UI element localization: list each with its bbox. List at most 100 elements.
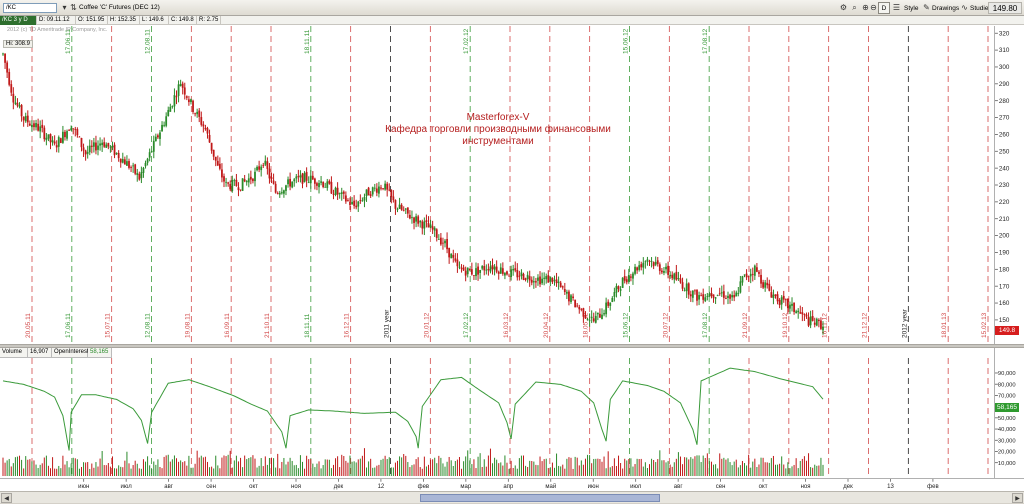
candle-body — [132, 165, 135, 167]
aggregation-button[interactable]: D — [878, 2, 890, 14]
candle-body — [57, 137, 60, 147]
candle-body — [791, 303, 793, 306]
candle-body — [762, 282, 765, 288]
volume-axis-label: 20,000 — [998, 450, 1016, 456]
candle-body — [61, 131, 64, 143]
candle-body — [462, 267, 465, 271]
date-separator-label: 17.06.11 — [65, 313, 72, 338]
price-axis[interactable]: 150 160 170 180 190 200 210 220 230 240 250 260 270 2… — [994, 26, 1024, 344]
date-separator-label: 20.01.12 — [423, 312, 430, 338]
candle-body — [167, 110, 170, 116]
date-separator-label: 21.10.11 — [264, 313, 271, 338]
candle-body — [822, 326, 824, 331]
candle-body — [239, 189, 242, 191]
symbol-input[interactable]: /KC — [3, 3, 57, 13]
candle-body — [249, 176, 252, 180]
candle-body — [154, 136, 157, 142]
candle-body — [49, 134, 52, 143]
candle-body — [146, 158, 149, 163]
candle-body — [384, 183, 387, 190]
candle-body — [43, 127, 46, 140]
search-icon[interactable]: ⌕ — [852, 3, 857, 12]
candle-body — [111, 145, 114, 148]
studies-button[interactable]: Studies — [970, 5, 992, 12]
candle-body — [586, 318, 589, 320]
candle-body — [247, 178, 250, 183]
scroll-left-button[interactable]: ◀ — [1, 493, 12, 503]
candle-body — [660, 270, 663, 273]
candle-body — [334, 187, 337, 195]
style-button[interactable]: Style — [904, 5, 919, 12]
date-separator-label: 16.12.11 — [344, 313, 351, 338]
price-chart[interactable]: 20.05.11 17.06.11 15.07.11 12.08.11 19.08.11… — [0, 26, 994, 344]
candle-body — [702, 294, 705, 300]
candle-body — [206, 128, 209, 134]
link-icon[interactable]: ⇅ — [70, 3, 77, 12]
candle-body — [654, 261, 657, 265]
date-separator-label: 15.02.13 — [981, 312, 988, 338]
candle-body — [553, 279, 556, 281]
price-axis-label: 260 — [999, 132, 1010, 139]
candle-body — [187, 99, 190, 103]
candle-body — [574, 299, 577, 308]
panel-divider[interactable] — [0, 344, 1024, 348]
candle-body — [596, 312, 599, 315]
candle-body — [588, 319, 591, 321]
candle-body — [677, 277, 680, 280]
candle-body — [336, 187, 339, 195]
scroll-thumb[interactable] — [420, 494, 660, 502]
zoom-in-icon[interactable]: ⊕ — [862, 3, 869, 12]
candle-body — [630, 276, 632, 278]
time-axis[interactable]: июн июл авг сен окт ноя дек 12 фев мар апр май июн ию… — [0, 478, 1024, 491]
candle-body — [772, 294, 775, 299]
candle-body — [173, 95, 176, 107]
volume-axis[interactable]: 10,00020,00030,00040,00050,00060,00070,0… — [994, 348, 1024, 478]
candle-body — [722, 291, 725, 298]
scroll-right-button[interactable]: ▶ — [1012, 493, 1023, 503]
candle-body — [435, 229, 438, 238]
candle-body — [636, 267, 639, 271]
drawings-button[interactable]: Drawings — [932, 5, 960, 12]
candle-body — [210, 142, 213, 151]
candle-body — [305, 171, 308, 181]
candle-body — [344, 195, 347, 202]
candle-body — [786, 298, 789, 309]
candle-body — [669, 274, 672, 277]
candle-body — [652, 262, 655, 267]
candle-body — [745, 273, 748, 278]
candle-body — [84, 150, 87, 155]
volume-chart[interactable] — [0, 348, 994, 478]
candle-body — [665, 266, 667, 270]
candle-body — [510, 269, 513, 277]
candle-body — [817, 319, 820, 322]
price-axis-label: 180 — [999, 266, 1010, 273]
candle-body — [140, 172, 143, 179]
candle-body — [338, 193, 341, 195]
candle-body — [218, 163, 221, 169]
settings-icon[interactable]: ⚙ — [839, 3, 848, 12]
candle-body — [605, 302, 608, 315]
chart-scrollbar[interactable]: ◀ ▶ — [0, 491, 1024, 503]
candle-body — [466, 267, 469, 275]
candle-body — [491, 265, 494, 270]
candle-body — [681, 282, 684, 289]
symbol-tag[interactable]: /KC 3 y D — [0, 16, 37, 25]
candle-body — [419, 221, 422, 223]
volume-value: 16,907 — [28, 348, 52, 358]
candle-body — [541, 278, 543, 284]
date-separator-label: 20.05.11 — [25, 313, 32, 338]
candle-body — [307, 181, 310, 183]
date-separator-label: 18.11.11 — [304, 313, 311, 338]
candle-body — [780, 297, 783, 305]
candle-body — [270, 177, 273, 179]
candle-body — [245, 180, 248, 183]
zoom-out-icon[interactable]: ⊖ — [870, 3, 877, 12]
candle-body — [280, 192, 283, 194]
time-axis-label: апр — [503, 484, 514, 490]
symbol-lookup-icon[interactable]: ▾ — [62, 3, 67, 12]
candle-body — [169, 106, 172, 112]
open-interest-label: OpenInterest — [52, 348, 89, 358]
candle-body — [90, 145, 93, 147]
candle-body — [627, 274, 630, 282]
